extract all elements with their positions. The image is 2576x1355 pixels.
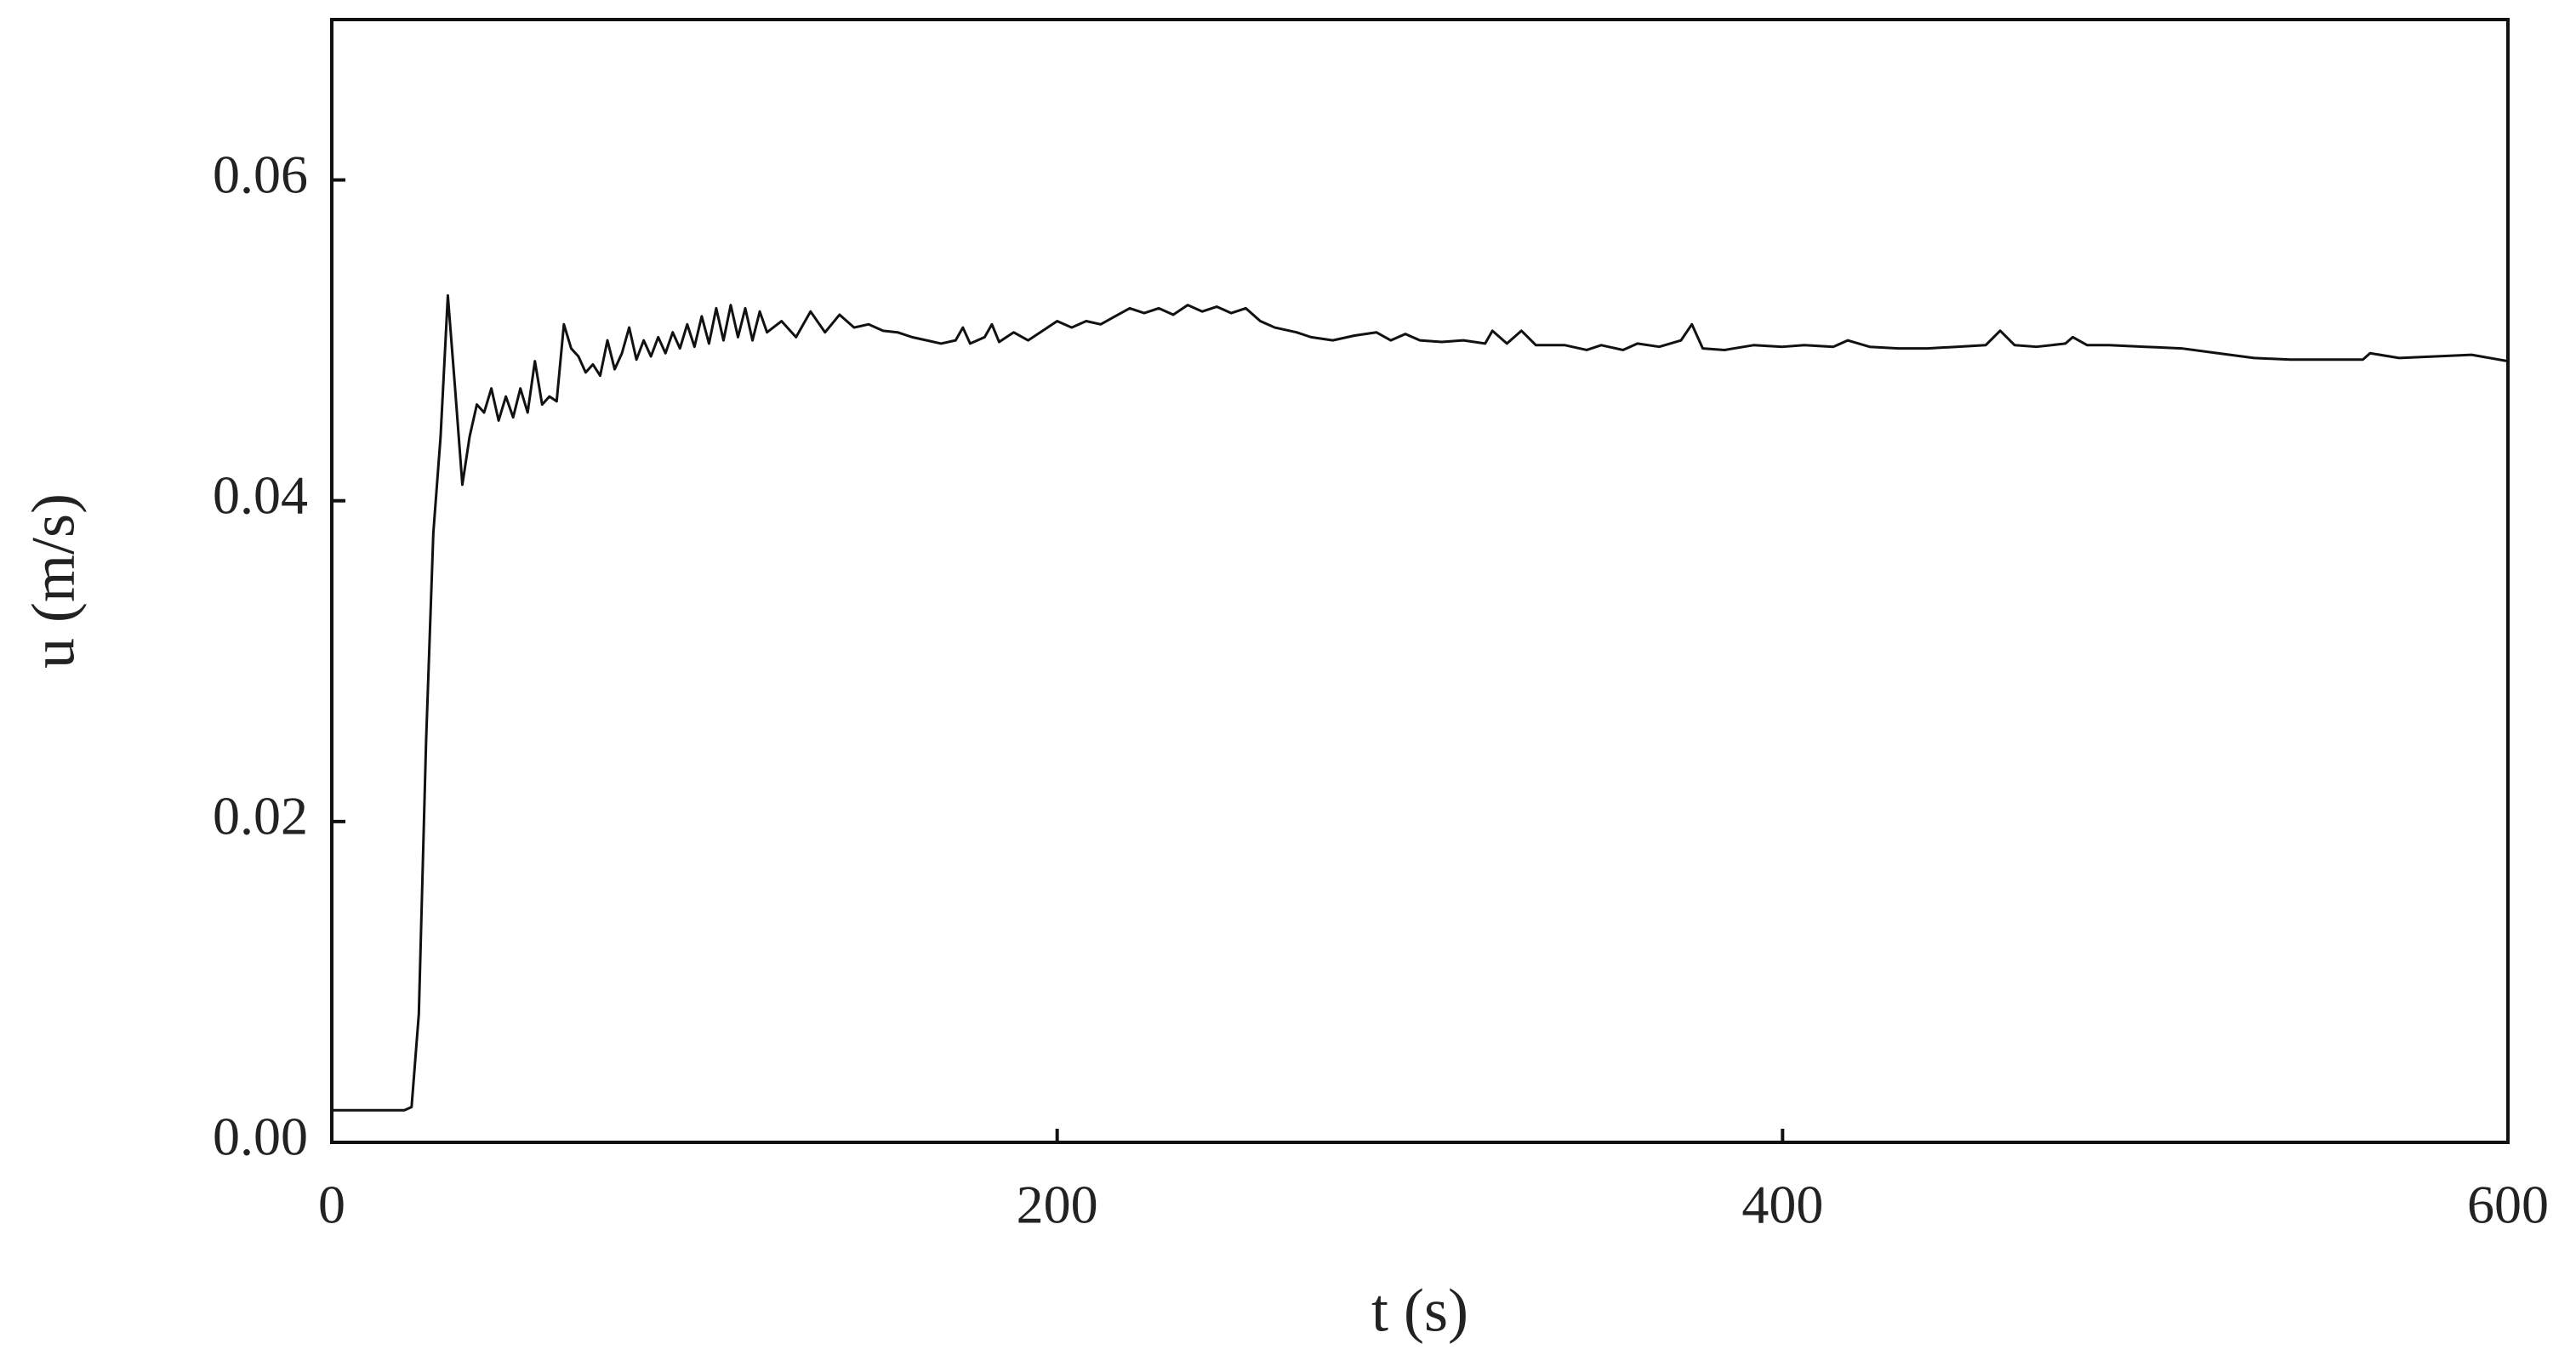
y-tick-label: 0.04 xyxy=(213,464,308,525)
y-tick-label: 0.06 xyxy=(213,144,308,204)
plot-frame xyxy=(330,18,2510,1144)
y-axis-title: u (m/s) xyxy=(20,493,88,669)
x-tick-label: 600 xyxy=(2467,1175,2549,1235)
y-tick-label: 0.02 xyxy=(213,786,308,846)
data-line xyxy=(332,293,2509,1112)
x-tick-label: 200 xyxy=(1017,1175,1098,1235)
x-axis-title: t (s) xyxy=(1371,1277,1468,1345)
y-tick-label: 0.00 xyxy=(213,1107,308,1167)
x-tick-label: 400 xyxy=(1741,1175,1823,1235)
x-tick-label: 0 xyxy=(318,1175,345,1235)
